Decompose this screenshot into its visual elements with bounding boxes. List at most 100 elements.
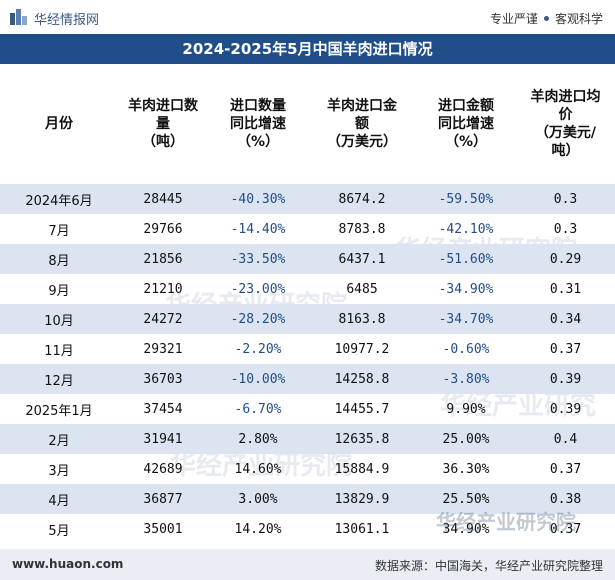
table-cell: 14258.8 [334,371,390,387]
table-cell: 14.20% [234,521,282,537]
table-cell: 5月 [48,523,70,539]
table-cell: 0.37 [549,521,582,537]
dot-separator-icon [543,16,549,21]
table-cell: 4月 [48,493,70,509]
data-source: 数据来源：中国海关，华经产业研究院整理 [374,559,603,573]
table-cell: 15884.9 [334,461,390,477]
table-cell: -14.40% [230,221,286,237]
table-cell: 3.00% [238,491,278,507]
column-header-line: 羊肉进口金 [327,98,397,114]
table-cell: 25.50% [442,491,490,507]
table-cell: 0.39 [549,371,582,387]
column-header-line: 同比增速 [438,116,494,132]
column-header-line: 吨） [551,143,580,159]
column-header: 羊肉进口均价 （万美元/吨） [516,64,615,184]
table-cell: 21210 [143,281,183,297]
table-cell: -28.20% [230,311,286,327]
table-cell: 0.3 [553,191,578,207]
table-cell: 37454 [143,401,183,417]
footer: www.huaon.com 数据来源：中国海关，华经产业研究院整理 [0,549,615,580]
table-cell: 2025年1月 [25,403,93,419]
table-cell: 8783.8 [338,221,386,237]
table-cell: 13061.1 [334,521,390,537]
table-cell: 10月 [44,313,74,329]
column-header-line: （万美元/ [534,125,597,141]
table-body: 2024年6月 28445 -40.30% 8674.2 -59.50% 0.3 7月 297… [0,184,615,544]
table-row: 2月 31941 2.80% 12635.8 25.00% 0.4 [0,424,615,454]
table-cell: -2.20% [234,341,282,357]
table-row: 4月 36877 3.00% 13829.9 25.50% 0.38 [0,484,615,514]
table-cell: 12月 [44,373,74,389]
title-bar: 2024-2025年5月中国羊肉进口情况 [0,34,615,64]
table-cell: -51.60% [438,251,494,267]
column-header-line: 同比增速 [230,116,286,132]
column-header: 羊肉进口金额 （万美元） [308,64,416,184]
table-cell: -0.60% [442,341,490,357]
table-cell: 11月 [44,343,74,359]
table-cell: 24272 [143,311,183,327]
column-header-line: （%） [444,134,488,150]
table-cell: 0.4 [553,431,578,447]
column-header-line: 进口金额 [438,98,494,114]
table-cell: 21856 [143,251,183,267]
column-header: 进口金额同比增速 （%） [416,64,516,184]
table-cell: 2.80% [238,431,278,447]
table-row: 3月 42689 14.60% 15884.9 36.30% 0.37 [0,454,615,484]
column-header-line: 价 [558,107,573,123]
table-cell: 35001 [143,521,183,537]
table-cell: 0.34 [549,311,582,327]
table-cell: 12635.8 [334,431,390,447]
column-header-line: （%） [236,134,280,150]
column-header-line: 月份 [45,116,73,132]
column-header: 月份 [0,64,118,184]
table-row: 7月 29766 -14.40% 8783.8 -42.10% 0.3 [0,214,615,244]
table-row: 12月 36703 -10.00% 14258.8 -3.80% 0.39 [0,364,615,394]
table-row: 2025年1月 37454 -6.70% 14455.7 9.90% 0.39 [0,394,615,424]
page-title: 2024-2025年5月中国羊肉进口情况 [182,40,433,58]
slogan-left: 专业严谨 [489,12,538,26]
column-header-line: 羊肉进口均 [530,89,601,105]
table-cell: 6485 [346,281,378,297]
table-cell: 14455.7 [334,401,390,417]
table-cell: -33.50% [230,251,286,267]
slogan: 专业严谨 客观科学 [490,10,603,27]
brand-name: 华经情报网 [34,13,100,28]
table-cell: 3月 [48,463,70,479]
column-header-line: 羊肉进口数 [128,98,198,114]
table-cell: 0.39 [549,401,582,417]
table-cell: 0.37 [549,461,582,477]
table-cell: 0.37 [549,341,582,357]
table-row: 10月 24272 -28.20% 8163.8 -34.70% 0.34 [0,304,615,334]
table-cell: -6.70% [234,401,282,417]
huajing-logo-icon [10,9,27,25]
site-url: www.huaon.com [12,557,124,571]
column-header: 进口数量同比增速 （%） [208,64,308,184]
table-row: 8月 21856 -33.50% 6437.1 -51.60% 0.29 [0,244,615,274]
table-row: 2024年6月 28445 -40.30% 8674.2 -59.50% 0.3 [0,184,615,214]
column-header-line: 进口数量 [230,98,286,114]
table-cell: 9月 [48,283,70,299]
table-cell: 13829.9 [334,491,390,507]
column-header-line: （吨） [142,134,184,150]
table-cell: 8163.8 [338,311,386,327]
column-header-line: 量 [156,116,170,132]
table-cell: 9.90% [446,401,486,417]
table-cell: 28445 [143,191,183,207]
table-cell: 2024年6月 [25,193,93,209]
table-cell: 36.30% [442,461,490,477]
table-cell: 6437.1 [338,251,386,267]
table-cell: 0.3 [553,221,578,237]
table-cell: -34.70% [438,311,494,327]
table-cell: 0.29 [549,251,582,267]
table-cell: 34.90% [442,521,490,537]
table-row: 5月 35001 14.20% 13061.1 34.90% 0.37 [0,514,615,544]
table-cell: 36703 [143,371,183,387]
column-header: 羊肉进口数量 （吨） [118,64,208,184]
table-cell: 8674.2 [338,191,386,207]
table-cell: 8月 [48,253,70,269]
table-cell: 10977.2 [334,341,390,357]
top-bar: 华经情报网 专业严谨 客观科学 [0,0,615,34]
data-table: 月份 羊肉进口数量 （吨） 进口数量 同比增速 （%） 羊肉进口金额 （万美元） 进口金额 同比增… [0,64,615,544]
table-cell: 42689 [143,461,183,477]
table-row: 11月 29321 -2.20% 10977.2 -0.60% 0.37 [0,334,615,364]
